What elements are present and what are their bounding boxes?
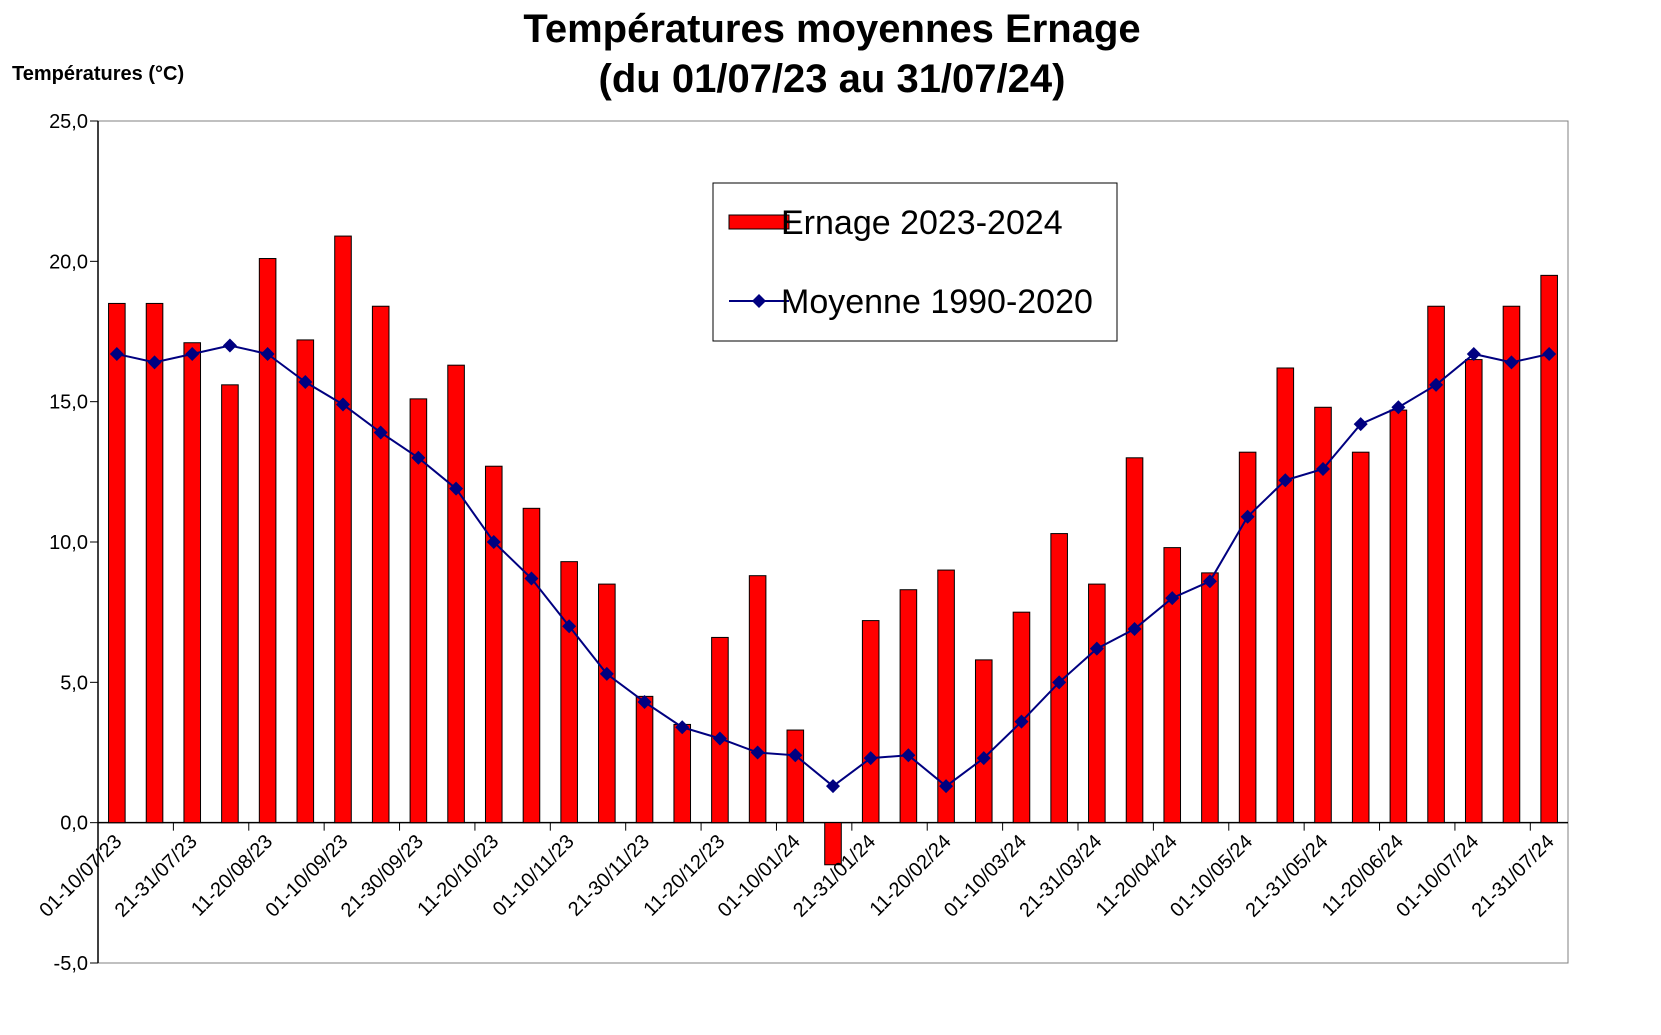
- marker: [486, 535, 501, 549]
- marker: [1353, 417, 1368, 432]
- bar: [145, 302, 164, 824]
- y-tick-label: 20,0: [49, 251, 88, 273]
- bar: [861, 620, 880, 824]
- bar: [1427, 305, 1445, 824]
- marker: [562, 619, 577, 634]
- marker: [1202, 574, 1217, 589]
- bar: [334, 235, 352, 824]
- bar: [1389, 409, 1408, 824]
- marker: [449, 481, 464, 496]
- marker: [976, 751, 991, 766]
- bar: [1314, 406, 1332, 824]
- marker: [222, 338, 237, 353]
- y-axis-title: Températures (°C): [12, 63, 184, 85]
- bar: [824, 822, 842, 866]
- y-tick-label: 25,0: [49, 111, 88, 133]
- marker: [712, 731, 727, 746]
- chart-title: Températures moyennes Ernage: [523, 7, 1140, 51]
- legend-label: Ernage 2023-2024: [781, 204, 1063, 242]
- bar: [673, 723, 692, 824]
- marker: [1278, 473, 1293, 488]
- y-tick-label: 5,0: [60, 672, 88, 694]
- bar: [484, 465, 503, 824]
- bar: [1125, 457, 1144, 824]
- bar: [1238, 451, 1257, 824]
- marker: [826, 779, 840, 794]
- y-tick-label: -5,0: [54, 953, 88, 975]
- bar: [786, 729, 805, 824]
- marker: [863, 751, 878, 766]
- bar: [974, 659, 993, 824]
- line: [116, 344, 1550, 788]
- bar: [1276, 367, 1295, 824]
- bar: [899, 589, 918, 824]
- marker: [1165, 591, 1180, 606]
- bar: [108, 302, 126, 824]
- marker: [336, 397, 350, 412]
- marker: [1127, 622, 1142, 637]
- marker: [637, 694, 652, 709]
- bar: [296, 339, 315, 824]
- legend-box: [712, 182, 1118, 342]
- marker: [1429, 377, 1444, 392]
- bar: [711, 636, 729, 824]
- marker: [260, 346, 275, 361]
- bar: [1163, 547, 1182, 824]
- bar: [560, 561, 578, 824]
- marker: [524, 571, 539, 586]
- marker: [1391, 400, 1406, 415]
- bar: [1464, 359, 1483, 824]
- bar: [937, 569, 955, 824]
- chart-title: (du 01/07/23 au 31/07/24): [599, 57, 1066, 101]
- bar: [1088, 583, 1106, 824]
- bar: [1502, 305, 1521, 824]
- marker: [1089, 641, 1104, 656]
- bar: [183, 342, 202, 824]
- marker: [750, 745, 765, 760]
- marker: [1504, 355, 1519, 370]
- bar: [409, 398, 428, 824]
- bar: [1351, 451, 1370, 824]
- marker: [1316, 462, 1330, 477]
- y-tick-label: 0,0: [60, 813, 88, 835]
- bar: [1540, 274, 1558, 824]
- marker: [1052, 675, 1067, 690]
- bar: [221, 384, 239, 824]
- bar: [635, 695, 654, 824]
- marker: [411, 450, 426, 465]
- marker: [788, 748, 803, 763]
- marker: [599, 666, 614, 681]
- marker: [1542, 346, 1557, 361]
- y-tick-label: 10,0: [49, 532, 88, 554]
- bar: [258, 258, 277, 824]
- legend-label: Moyenne 1990-2020: [781, 283, 1093, 321]
- bar: [598, 583, 616, 824]
- bar: [522, 507, 541, 824]
- bar: [1201, 572, 1219, 824]
- marker: [939, 779, 954, 794]
- bar: [748, 575, 767, 824]
- marker: [298, 375, 313, 390]
- bar: [371, 305, 390, 824]
- marker: [675, 720, 690, 735]
- bar: [447, 364, 465, 824]
- marker: [109, 346, 124, 361]
- marker: [1466, 346, 1481, 361]
- marker: [147, 355, 162, 370]
- marker: [373, 425, 388, 440]
- marker: [1240, 509, 1255, 524]
- y-tick-label: 15,0: [49, 392, 88, 414]
- marker: [901, 748, 916, 763]
- legend-swatch: [728, 214, 790, 230]
- marker: [185, 346, 200, 361]
- marker: [1014, 714, 1029, 729]
- legend-marker: [752, 294, 766, 308]
